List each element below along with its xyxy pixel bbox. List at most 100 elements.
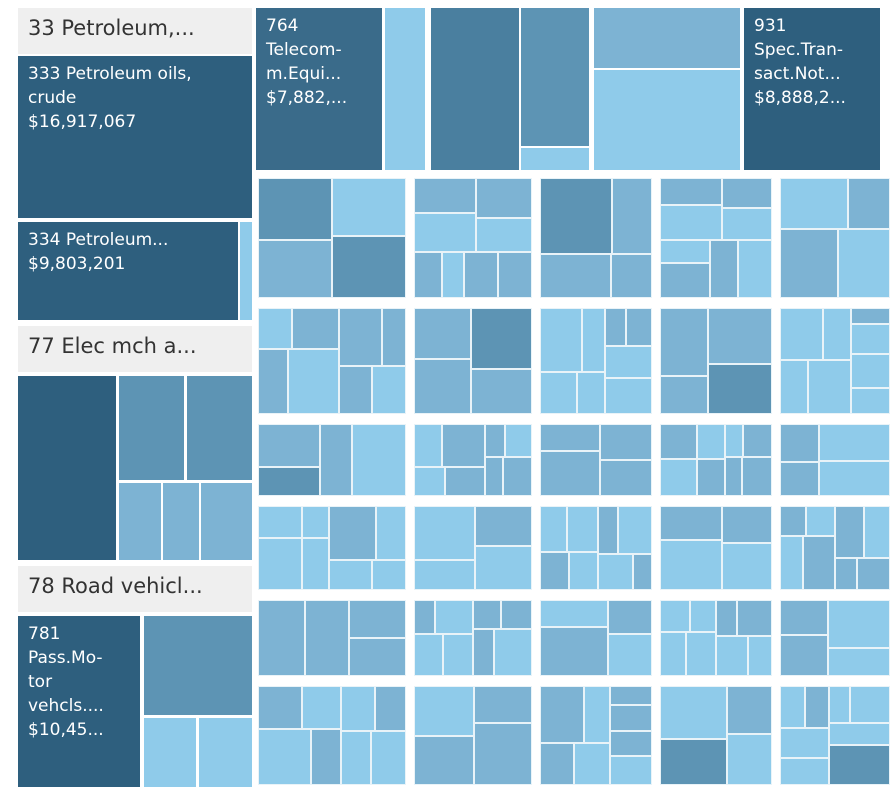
tile	[144, 616, 252, 715]
tile	[445, 467, 485, 496]
tile	[442, 424, 485, 467]
tile-label: 764 Telecom-m.Equi...	[266, 16, 342, 84]
tile	[608, 600, 652, 634]
tile	[608, 634, 652, 676]
tile	[540, 600, 608, 627]
tile	[780, 178, 848, 229]
tile	[819, 461, 890, 496]
tile	[414, 600, 435, 634]
tile	[610, 705, 652, 731]
tile	[727, 686, 772, 734]
tile	[332, 236, 406, 298]
tile	[349, 600, 406, 638]
tile	[611, 254, 652, 298]
tile	[341, 686, 375, 731]
tile	[199, 718, 252, 787]
tile	[320, 424, 352, 496]
tile	[372, 560, 406, 590]
tile	[376, 506, 406, 560]
tile	[435, 600, 473, 634]
tile	[371, 731, 406, 785]
tile	[605, 378, 652, 414]
tile	[414, 686, 474, 736]
tile	[819, 424, 890, 461]
tile	[258, 729, 311, 785]
tile	[710, 240, 738, 298]
tile	[660, 686, 727, 739]
tile	[737, 600, 772, 636]
tile	[339, 308, 382, 366]
tile	[382, 308, 406, 366]
tile	[521, 148, 589, 170]
tile	[780, 424, 819, 462]
tile	[725, 424, 743, 457]
tile	[414, 467, 445, 496]
tile	[201, 483, 252, 560]
tile	[339, 366, 372, 414]
tile	[540, 506, 567, 552]
tile	[598, 554, 633, 590]
tile	[476, 178, 532, 218]
tile	[828, 648, 890, 676]
tile	[850, 686, 890, 723]
tile	[501, 600, 532, 629]
tile	[584, 686, 610, 743]
tile	[610, 731, 652, 756]
tile	[660, 632, 686, 676]
tile	[540, 424, 600, 451]
tile	[722, 178, 772, 208]
tile	[829, 745, 890, 785]
tile	[780, 462, 819, 496]
group-header: 33 Petroleum,...	[18, 8, 252, 54]
tile	[329, 560, 372, 590]
tile	[385, 8, 425, 170]
tile	[540, 451, 600, 496]
tile	[577, 372, 605, 414]
tile	[473, 600, 501, 629]
tile: 781 Pass.Mo-tor vehcls.... $10,45...	[18, 616, 140, 787]
tile	[187, 376, 252, 480]
tile	[722, 506, 772, 543]
tile	[864, 506, 890, 558]
value-label: $9,803,201	[28, 254, 126, 274]
tile	[748, 636, 772, 676]
tile	[823, 308, 851, 360]
tile	[475, 546, 532, 590]
tile	[372, 366, 406, 414]
tile	[835, 558, 857, 590]
tile	[240, 222, 252, 320]
tile	[660, 506, 722, 540]
tile	[660, 739, 727, 785]
tile	[414, 252, 442, 298]
tile	[332, 178, 406, 236]
tile	[302, 506, 329, 538]
tile	[660, 600, 690, 632]
tile	[305, 600, 349, 676]
tile-label: 333 Petroleum oils, crude	[28, 64, 192, 108]
tile	[163, 483, 199, 560]
value-label: $8,888,2...	[754, 88, 846, 108]
tile	[848, 178, 890, 229]
tile	[329, 506, 376, 560]
tile: 333 Petroleum oils, crude $16,917,067	[18, 56, 252, 218]
tile	[851, 308, 890, 324]
tile	[474, 723, 532, 785]
tile	[414, 359, 471, 414]
tile	[485, 457, 503, 496]
tile	[471, 308, 532, 369]
tile	[494, 629, 532, 676]
tile	[258, 424, 320, 467]
tile	[738, 240, 772, 298]
tile	[375, 686, 406, 731]
tile	[311, 729, 341, 785]
tile	[258, 467, 320, 496]
tile	[476, 218, 532, 252]
tile-label: 781 Pass.Mo-tor vehcls....	[28, 624, 104, 716]
tile	[835, 506, 864, 558]
tile	[443, 634, 473, 676]
tile	[838, 229, 890, 298]
tile-label: 334 Petroleum...	[28, 230, 169, 250]
tile	[660, 376, 708, 414]
tile	[697, 424, 725, 459]
